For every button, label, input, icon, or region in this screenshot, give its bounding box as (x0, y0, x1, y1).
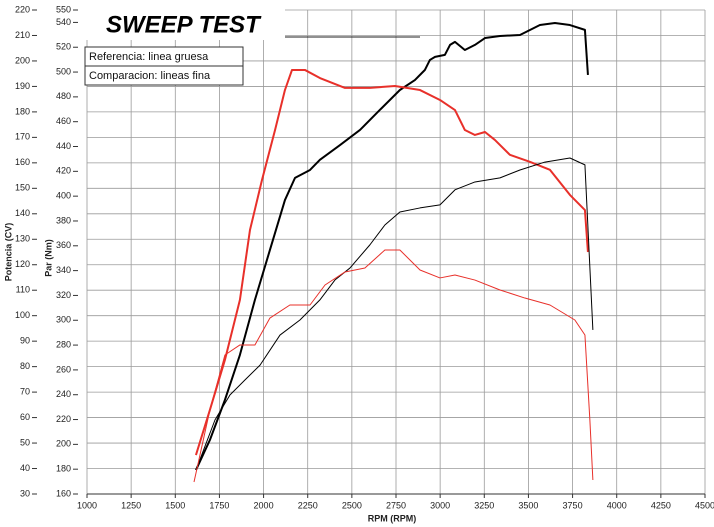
y2-tick-label: 520 (56, 42, 71, 52)
y-tick-label: 160 (15, 157, 30, 167)
y-tick-label: 60 (20, 412, 30, 422)
y2-axis-title: Par (Nm) (43, 239, 53, 277)
x-tick-label: 1000 (77, 500, 97, 510)
x-tick-label: 3250 (474, 500, 494, 510)
y-tick-label: 170 (15, 132, 30, 142)
y-tick-label: 220 (15, 4, 30, 14)
y2-tick-label: 400 (56, 191, 71, 201)
x-tick-label: 2250 (298, 500, 318, 510)
annotation: Referencia: linea gruesa (89, 51, 209, 63)
y-tick-label: 200 (15, 55, 30, 65)
y2-tick-label: 340 (56, 265, 71, 275)
grid: 1000 1250 1500 1750 2000 2250 2500 2750 3000 3250… (15, 4, 714, 510)
x-tick-label: 3750 (563, 500, 583, 510)
plot (193, 21, 594, 483)
y2-tick-label: 360 (56, 240, 71, 250)
y2-tick-label: 240 (56, 389, 71, 399)
y-tick-label: 130 (15, 234, 30, 244)
title-box (85, 8, 285, 40)
x-axis-title: RPM (RPM) (368, 513, 417, 523)
y-tick-label: 110 (16, 285, 30, 295)
series-line (195, 21, 589, 471)
y-tick-label: 100 (15, 310, 30, 320)
x-tick-label: 3500 (518, 500, 538, 510)
y-tick-label: 180 (15, 106, 30, 116)
y-tick-label: 40 (20, 463, 30, 473)
y-axis-title: Potencia (CV) (3, 223, 13, 282)
y-tick-label: 90 (20, 336, 30, 346)
y2-tick-label: 480 (56, 91, 71, 101)
y2-tick-label: 500 (56, 66, 71, 76)
x-tick-label: 2000 (254, 500, 274, 510)
y2-tick-label: 260 (56, 364, 71, 374)
x-tick-label: 4500 (695, 500, 714, 510)
y-tick-label: 50 (20, 437, 30, 447)
x-tick-label: 3000 (430, 500, 450, 510)
y2-tick-label: 460 (56, 116, 71, 126)
x-tick-label: 4250 (651, 500, 671, 510)
x-tick-label: 4000 (607, 500, 627, 510)
x-tick-label: 2750 (386, 500, 406, 510)
y2-tick-label: 550 (56, 4, 71, 14)
series-line (195, 157, 594, 471)
y2-tick-label: 300 (56, 315, 71, 325)
y-tick-label: 140 (15, 208, 30, 218)
y-tick-label: 80 (20, 361, 30, 371)
series-line (194, 68, 589, 456)
x-tick-label: 2500 (342, 500, 362, 510)
y-tick-label: 30 (20, 488, 30, 498)
y-tick-label: 120 (15, 259, 30, 269)
y-tick-label: 70 (20, 386, 30, 396)
y2-tick-label: 540 (56, 17, 71, 27)
y2-tick-label: 320 (56, 290, 71, 300)
y2-tick-label: 160 (56, 488, 71, 498)
y2-tick-label: 180 (56, 464, 71, 474)
chart-title: SWEEP TEST (106, 11, 262, 38)
y2-tick-label: 420 (56, 166, 71, 176)
y-tick-label: 190 (15, 81, 30, 91)
y2-tick-label: 380 (56, 215, 71, 225)
x-tick-label: 1250 (121, 500, 141, 510)
y2-tick-label: 440 (56, 141, 71, 151)
y-tick-label: 210 (15, 30, 30, 40)
y2-tick-label: 280 (56, 339, 71, 349)
x-tick-label: 1750 (209, 500, 229, 510)
note-box (84, 65, 244, 86)
series-line (193, 249, 594, 483)
y2-tick-label: 220 (56, 414, 71, 424)
y2-tick-label: 200 (56, 439, 71, 449)
y-tick-label: 150 (15, 183, 30, 193)
x-tick-label: 1500 (165, 500, 185, 510)
annotation: Comparacion: lineas fina (89, 70, 211, 82)
